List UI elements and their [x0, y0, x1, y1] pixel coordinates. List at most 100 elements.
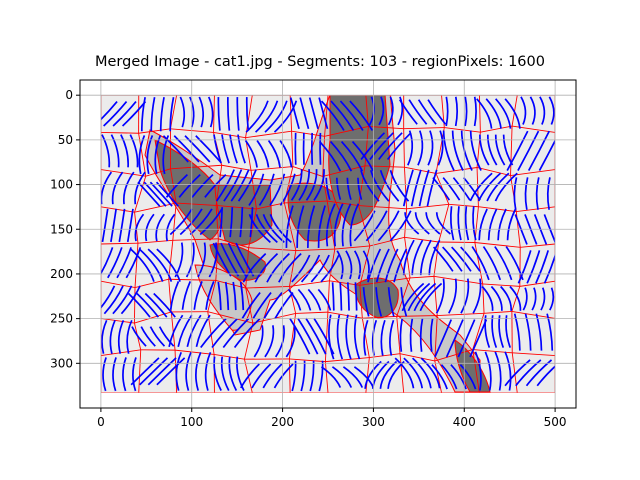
segment-boundary	[170, 164, 222, 170]
hatch-curve	[101, 208, 109, 243]
hatch-curve	[410, 169, 422, 207]
hatch-curve	[178, 173, 201, 198]
hatch-curve	[505, 315, 512, 348]
hatch-curve	[162, 135, 189, 163]
hatch-curve	[134, 171, 146, 205]
hatch-curve	[100, 171, 113, 205]
hatch-curve	[274, 292, 294, 319]
segment-boundary	[295, 248, 335, 252]
hatch-curve	[360, 170, 380, 202]
hatch-curve	[204, 173, 227, 198]
hatch-curve	[144, 213, 155, 242]
segment-boundary	[170, 95, 178, 129]
hatch-curve	[375, 287, 383, 317]
segment-boundary	[433, 275, 483, 285]
hatch-curve	[384, 248, 399, 283]
x-tick-label: 300	[362, 415, 385, 429]
hatch-curve	[531, 287, 537, 311]
hatch-curve	[420, 357, 441, 389]
hatch-curve	[517, 250, 532, 284]
hatch-curve	[482, 246, 502, 281]
hatch-curve	[149, 326, 166, 347]
segment-boundary	[291, 131, 294, 167]
segment-boundary	[289, 358, 326, 363]
segment-boundary	[295, 311, 328, 314]
hatch-curve	[195, 135, 222, 163]
hatch-curve	[400, 287, 408, 317]
hatch-curve	[200, 317, 227, 349]
hatch-curve	[520, 96, 527, 125]
hatch-curve	[138, 135, 146, 175]
hatch-curve	[191, 173, 214, 198]
hatch-curve	[454, 96, 459, 127]
hatch-curve	[279, 173, 296, 206]
segment-boundary	[519, 280, 556, 287]
hatch-curve	[297, 288, 312, 311]
hatch-curve	[524, 313, 532, 351]
hatch-curve	[484, 351, 492, 391]
hatch-curve	[451, 130, 464, 171]
segment-boundary	[100, 169, 146, 177]
hatch-curve	[291, 254, 311, 283]
hatch-curve	[474, 351, 482, 391]
hatch-curve	[267, 139, 281, 168]
hatch-curve	[450, 364, 467, 390]
segment-boundary	[359, 245, 371, 286]
hatch-curve	[130, 357, 160, 386]
segment-boundary	[283, 202, 297, 251]
hatch-curve	[131, 326, 147, 347]
hatch-curve	[353, 250, 362, 280]
hatch-curve	[228, 356, 238, 391]
hatch-curve	[146, 135, 154, 175]
hatch-curve	[136, 292, 160, 318]
hatch-curve	[252, 292, 272, 319]
segment-boundary	[326, 200, 336, 250]
hatch-curve	[254, 252, 279, 283]
hatch-curve	[539, 96, 546, 125]
hatch-curve	[419, 282, 443, 312]
segment-boundary	[403, 127, 445, 130]
hatch-curve	[154, 135, 162, 175]
segment-boundary	[215, 238, 219, 281]
hatch-curve	[317, 205, 326, 248]
hatch-curve	[460, 278, 470, 314]
segment-boundary	[292, 166, 323, 177]
segment-boundary	[325, 357, 370, 363]
hatch-curve	[103, 101, 128, 127]
x-tick-label: 500	[544, 415, 567, 429]
hatch-curve	[122, 171, 135, 205]
segment-boundary	[369, 236, 405, 247]
hatch-curve	[452, 177, 471, 201]
hatch-curve	[469, 172, 493, 202]
hatch-curve	[509, 285, 522, 311]
hatch-curve	[112, 101, 137, 127]
hatch-curve	[112, 357, 117, 392]
hatch-curve	[285, 205, 294, 248]
hatch-curve	[504, 98, 521, 129]
segment-boundary	[404, 236, 439, 243]
hatch-curve	[389, 319, 395, 356]
hatch-curve	[262, 363, 283, 389]
hatch-curve	[402, 239, 415, 276]
hatch-curve	[126, 319, 133, 354]
hatch-curve	[478, 208, 488, 241]
hatch-curve	[242, 252, 267, 283]
hatch-curve	[407, 282, 431, 312]
segment-boundary	[368, 126, 404, 130]
segment-boundary	[288, 358, 291, 393]
hatch-curve	[263, 292, 283, 319]
segment-boundary	[474, 242, 484, 285]
hatch-curve	[220, 242, 240, 277]
hatch-curve	[330, 100, 355, 131]
segment-region	[328, 95, 391, 226]
hatch-curve	[329, 141, 353, 172]
hatch-curve	[296, 205, 305, 248]
hatch-curve	[223, 169, 243, 202]
hatch-curve	[527, 130, 551, 171]
segment-boundary	[358, 205, 407, 210]
hatch-curve	[319, 141, 342, 172]
hatch-curve	[177, 314, 193, 348]
hatch-curve	[486, 172, 510, 202]
segment-boundary	[133, 287, 136, 324]
x-axis: 0 100 200 300 400 500	[97, 408, 567, 429]
